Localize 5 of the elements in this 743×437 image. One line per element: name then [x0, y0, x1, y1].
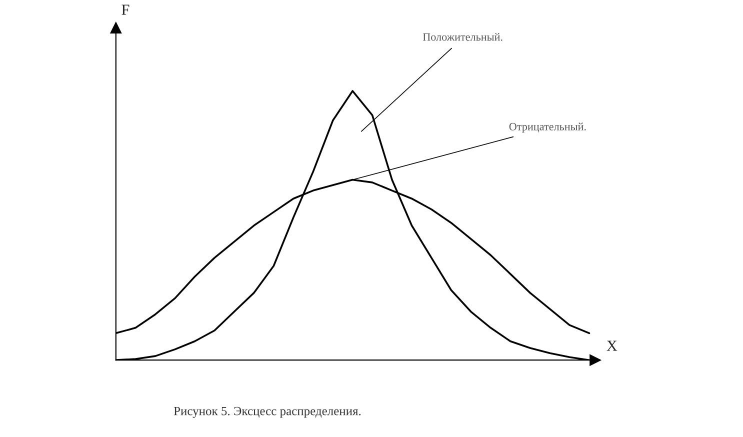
y-axis-title: F	[122, 4, 130, 15]
text: Положительный.	[422, 33, 502, 41]
x-axis-title: X	[606, 340, 618, 351]
annotation: Отрицательный.	[509, 122, 586, 133]
text: Рисунок 5. Эксцесс распределения.	[174, 406, 361, 418]
